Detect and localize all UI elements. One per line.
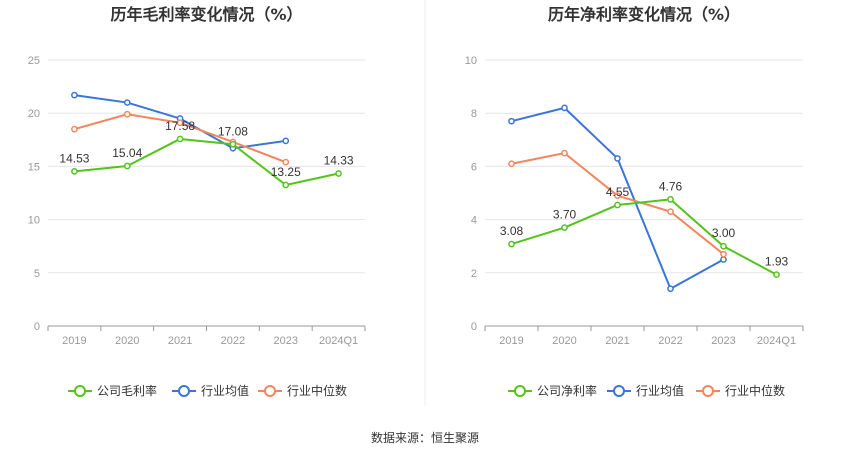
data-source-note: 数据来源：恒生聚源 [371, 430, 479, 445]
chart-title: 历年毛利率变化情况（%） [110, 5, 302, 24]
data-point-company[interactable] [123, 162, 131, 170]
y-tick-label: 4 [471, 215, 477, 227]
data-label: 4.55 [606, 185, 630, 199]
data-point-industry-avg[interactable] [561, 104, 568, 112]
data-label: 3.08 [500, 224, 524, 238]
y-tick-label: 0 [471, 321, 477, 333]
data-point-company[interactable] [229, 140, 237, 148]
legend-marker-icon [178, 385, 190, 397]
data-point-company[interactable] [667, 196, 674, 203]
data-point-industry-median[interactable] [667, 208, 674, 215]
legend-marker-icon [514, 385, 526, 397]
data-point-industry-median[interactable] [123, 110, 131, 118]
data-point-industry-avg[interactable] [720, 256, 727, 263]
legend-marker-icon [702, 385, 714, 397]
data-label: 1.93 [765, 255, 789, 269]
data-point-industry-median[interactable] [508, 160, 515, 168]
data-point-industry-avg[interactable] [614, 155, 621, 162]
x-tick-label: 2024Q1 [757, 335, 796, 347]
data-label: 14.53 [59, 151, 89, 165]
legend-item-industry-avg[interactable]: 行业均值 [172, 383, 249, 398]
legend-item-company[interactable]: 公司毛利率 [68, 383, 157, 398]
data-point-company[interactable] [508, 240, 515, 248]
y-tick-label: 10 [465, 55, 477, 67]
x-tick-label: 2021 [605, 335, 629, 347]
x-tick-label: 2023 [274, 335, 298, 347]
data-point-industry-avg[interactable] [123, 99, 131, 106]
data-point-industry-avg[interactable] [667, 285, 674, 293]
y-tick-label: 25 [28, 55, 40, 67]
x-tick-label: 2019 [499, 335, 523, 347]
data-point-company[interactable] [282, 181, 290, 189]
data-point-industry-median[interactable] [614, 192, 621, 200]
x-tick-label: 2020 [552, 335, 576, 347]
series-line-company [511, 198, 777, 276]
x-tick-label: 2023 [711, 335, 735, 347]
data-point-company[interactable] [71, 168, 78, 175]
legend-label: 公司净利率 [537, 383, 597, 398]
data-label: 13.25 [271, 165, 301, 179]
net-margin-chart: 历年净利率变化情况（%） 0 2 4 6 8 10 2019 2020 2021 2022 2023 2… [465, 5, 804, 398]
data-point-industry-median[interactable] [561, 149, 568, 157]
legend-item-industry-median[interactable]: 行业中位数 [258, 383, 347, 398]
data-point-company[interactable] [773, 271, 780, 279]
data-point-industry-median[interactable] [282, 158, 290, 166]
y-tick-label: 15 [28, 161, 40, 173]
x-tick-label: 2024Q1 [319, 335, 358, 347]
gross-margin-chart: 历年毛利率变化情况（%） 0 5 10 15 20 25 2019 2020 2021 2022 20… [28, 5, 366, 398]
y-tick-label: 20 [28, 108, 40, 120]
legend-label: 公司毛利率 [97, 383, 157, 398]
legend-item-industry-median[interactable]: 行业中位数 [696, 383, 785, 398]
data-point-industry-avg[interactable] [71, 91, 78, 99]
data-label: 14.33 [324, 154, 354, 168]
data-point-industry-median[interactable] [176, 119, 184, 127]
y-tick-label: 5 [34, 268, 40, 280]
y-tick-label: 2 [471, 268, 477, 280]
series-line-company [74, 137, 339, 187]
legend-marker-icon [74, 385, 86, 397]
legend-label: 行业均值 [201, 383, 249, 398]
data-point-industry-avg[interactable] [282, 137, 290, 145]
legend-item-industry-avg[interactable]: 行业均值 [607, 383, 684, 398]
data-label: 3.00 [712, 226, 736, 240]
data-point-company[interactable] [720, 242, 727, 250]
data-point-company[interactable] [176, 135, 184, 143]
data-point-company[interactable] [614, 201, 621, 209]
y-tick-label: 0 [34, 321, 40, 333]
x-tick-label: 2022 [658, 335, 682, 347]
x-tick-label: 2022 [221, 335, 245, 347]
legend-label: 行业均值 [636, 383, 684, 398]
data-point-industry-median[interactable] [71, 125, 78, 133]
data-label: 15.04 [112, 146, 142, 160]
data-label: 3.70 [553, 208, 577, 222]
legend-label: 行业中位数 [725, 383, 785, 398]
x-tick-label: 2020 [115, 335, 139, 347]
legend-marker-icon [613, 385, 625, 397]
data-point-company[interactable] [335, 170, 342, 177]
legend-marker-icon [264, 385, 276, 397]
data-label: 17.58 [165, 119, 195, 133]
legend-item-company[interactable]: 公司净利率 [508, 383, 597, 398]
data-label: 4.76 [659, 179, 683, 193]
x-tick-label: 2021 [168, 335, 192, 347]
y-tick-label: 6 [471, 161, 477, 173]
y-tick-label: 10 [28, 215, 40, 227]
data-point-industry-avg[interactable] [508, 117, 515, 125]
x-tick-label: 2019 [62, 335, 86, 347]
legend-label: 行业中位数 [287, 383, 347, 398]
data-label: 17.08 [218, 124, 248, 138]
chart-title: 历年净利率变化情况（%） [548, 5, 740, 24]
data-point-company[interactable] [561, 224, 568, 231]
y-tick-label: 8 [471, 108, 477, 120]
data-point-industry-median[interactable] [720, 250, 727, 258]
